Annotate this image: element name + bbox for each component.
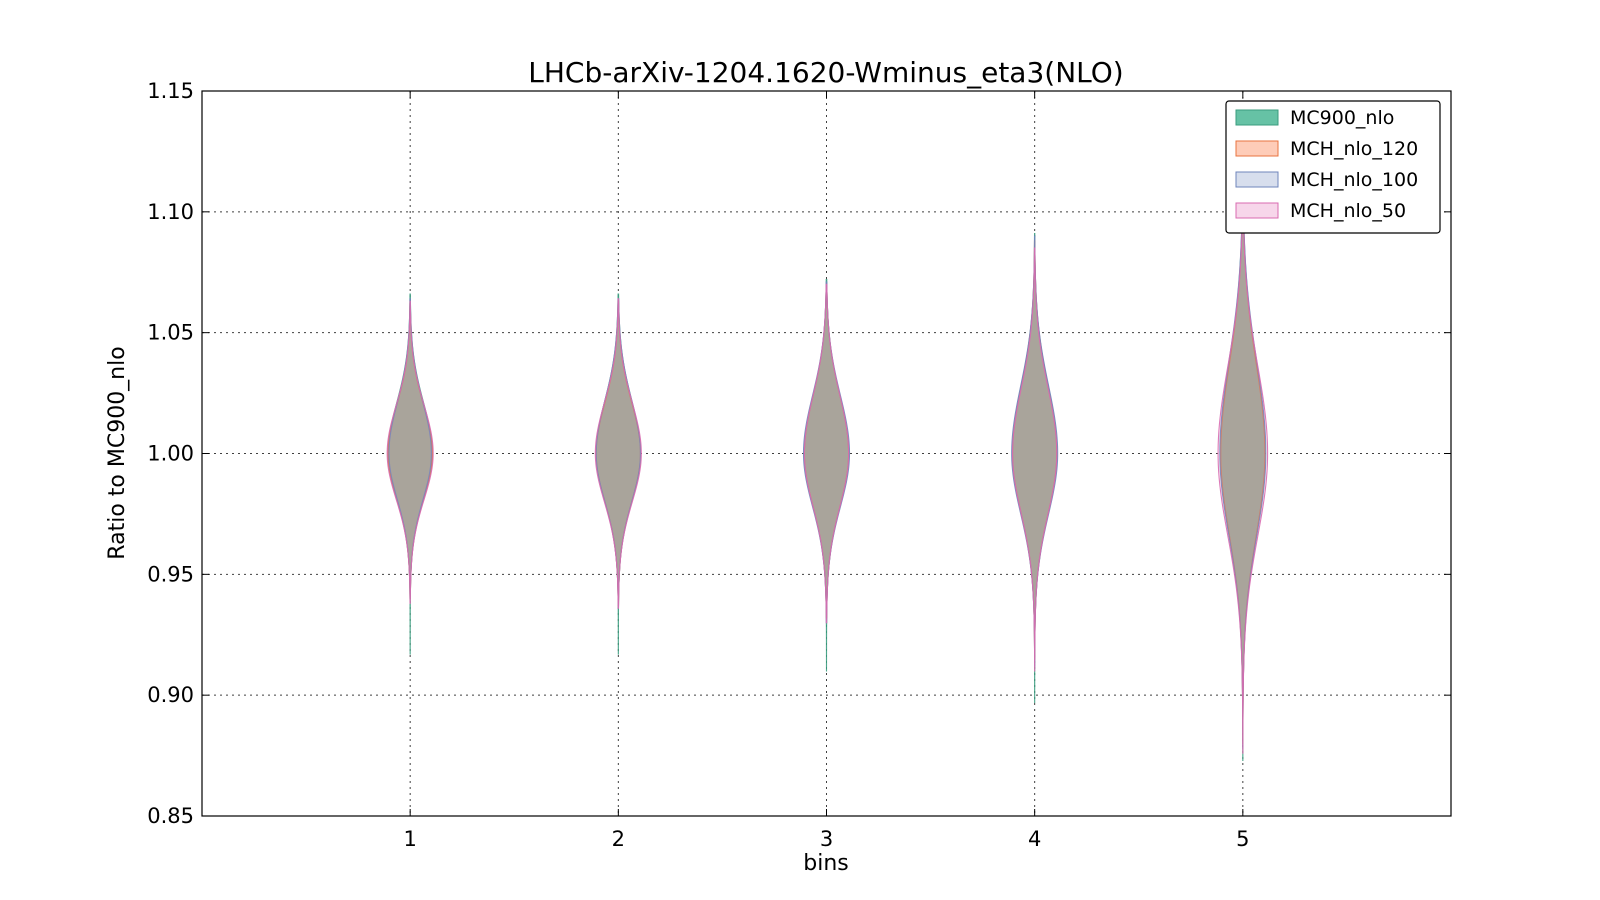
violin-bin-5 — [1217, 148, 1269, 754]
y-tick-label: 0.85 — [147, 804, 194, 828]
x-tick-label: 1 — [403, 827, 416, 851]
x-tick-label: 5 — [1236, 827, 1249, 851]
violin-bin-1 — [388, 298, 432, 600]
legend-swatch — [1235, 109, 1279, 126]
y-tick-label: 1.15 — [147, 79, 194, 103]
x-tick-label: 3 — [820, 827, 833, 851]
series-mch-nlo-50 — [386, 148, 1269, 754]
y-tick-label: 0.95 — [147, 562, 194, 586]
legend: MC900_nlo MCH_nlo_120 MCH_nlo_100 MCH_nlo_5… — [1225, 100, 1441, 234]
violins-layer — [386, 138, 1269, 761]
y-tick-label: 1.05 — [147, 321, 194, 345]
legend-frame — [1225, 100, 1441, 234]
legend-label: MCH_nlo_50 — [1290, 200, 1406, 222]
legend-label: MCH_nlo_100 — [1290, 169, 1418, 191]
violin-bin-2 — [594, 298, 642, 609]
legend-label: MCH_nlo_120 — [1290, 138, 1418, 160]
x-axis: 1 2 3 4 5 — [403, 91, 1250, 851]
legend-swatch — [1235, 171, 1279, 188]
violin-bin-4 — [1011, 247, 1058, 672]
legend-swatch — [1235, 140, 1279, 157]
violin-bin-3 — [803, 283, 850, 624]
chart-title: LHCb-arXiv-1204.1620-Wminus_eta3(NLO) — [528, 56, 1123, 89]
y-tick-label: 1.10 — [147, 200, 194, 224]
x-tick-label: 4 — [1028, 827, 1041, 851]
y-axis-title: Ratio to MC900_nlo — [105, 346, 130, 559]
violin-bin-1 — [386, 300, 434, 604]
x-tick-label: 2 — [612, 827, 625, 851]
y-tick-label: 0.90 — [147, 683, 194, 707]
legend-label: MC900_nlo — [1290, 107, 1394, 129]
legend-swatch — [1235, 202, 1279, 219]
x-axis-title: bins — [803, 851, 848, 876]
y-tick-label: 1.00 — [147, 442, 194, 466]
y-axis: 0.85 0.90 0.95 1.00 1.05 1.10 1.15 — [147, 79, 1451, 828]
